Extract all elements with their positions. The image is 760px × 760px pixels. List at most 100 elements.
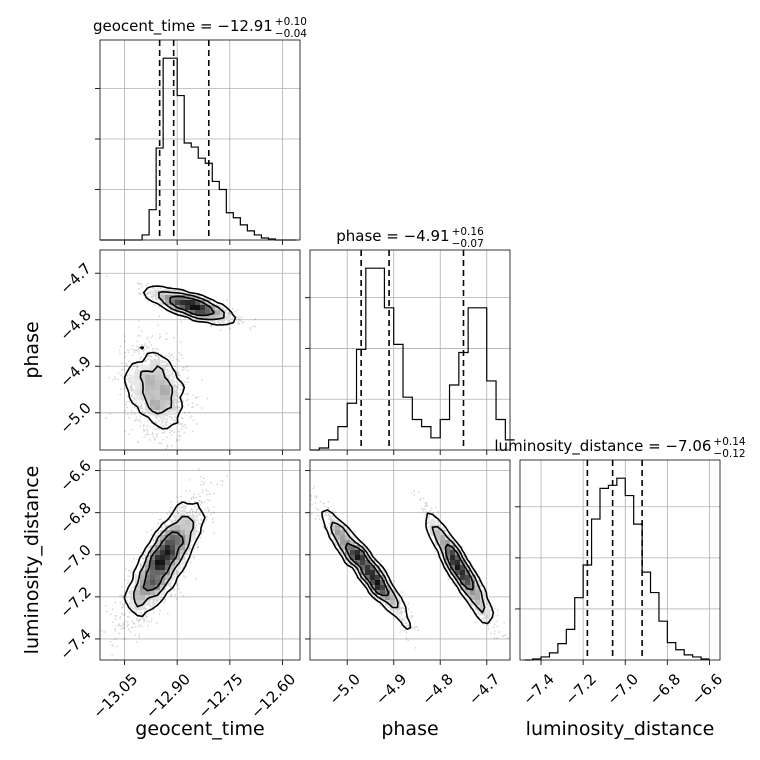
y-tick-label: −5.0: [56, 399, 94, 437]
density-cell: [455, 570, 461, 576]
density-cell: [150, 590, 156, 596]
density-cell: [150, 395, 156, 401]
density-cell: [220, 310, 226, 316]
density-cell: [165, 390, 171, 396]
density-cell: [155, 385, 161, 391]
density-cell: [180, 300, 186, 306]
density-cell: [445, 545, 451, 551]
density-cell: [370, 560, 376, 566]
density-cell: [145, 585, 151, 591]
density-cell: [365, 580, 371, 586]
density-cell: [205, 305, 211, 311]
density-cell: [140, 590, 146, 596]
density-cell: [160, 390, 166, 396]
density-cell: [135, 595, 141, 601]
density-cell: [150, 565, 156, 571]
density-cell: [185, 530, 191, 536]
density-cell: [340, 535, 346, 541]
density-cell: [135, 395, 141, 401]
density-cell: [135, 575, 141, 581]
density-cell: [175, 535, 181, 541]
title-minus: −0.07: [452, 238, 484, 250]
density-cell: [150, 370, 156, 376]
y-tick-label: −7.0: [56, 541, 94, 579]
density-cell: [160, 405, 166, 411]
density-cell: [450, 555, 456, 561]
density-cell: [465, 590, 471, 596]
density-cell: [370, 565, 376, 571]
density-cell: [165, 560, 171, 566]
title-luminosity_distance: luminosity_distance = −7.06 +0.14−0.12: [494, 436, 746, 460]
density-cell: [135, 590, 141, 596]
title-main: geocent_time = −12.91: [93, 17, 273, 36]
density-cell: [340, 540, 346, 546]
density-cell: [195, 300, 201, 306]
density-cell: [175, 565, 181, 571]
density-cell: [160, 560, 166, 566]
density-cell: [195, 310, 201, 316]
density-cell: [345, 535, 351, 541]
density-cell: [165, 400, 171, 406]
y-axis-label-luminosity_distance: luminosity_distance: [21, 466, 43, 655]
density-cell: [165, 300, 171, 306]
density-cell: [365, 560, 371, 566]
y-tick-label: −4.7: [56, 259, 94, 297]
x-tick-label: −4.9: [372, 670, 410, 708]
x-tick-label: −12.60: [247, 670, 299, 722]
density-cell: [160, 550, 166, 556]
density-cell: [170, 380, 176, 386]
density-cell: [130, 375, 136, 381]
density-cell: [190, 515, 196, 521]
density-cell: [365, 555, 371, 561]
density-cell: [465, 575, 471, 581]
density-cell: [140, 395, 146, 401]
density-cell: [165, 575, 171, 581]
density-cell: [160, 415, 166, 421]
density-cell: [170, 535, 176, 541]
density-cell: [170, 395, 176, 401]
density-cell: [450, 560, 456, 566]
density-cell: [345, 545, 351, 551]
density-cell: [350, 545, 356, 551]
y-axis-label-phase: phase: [21, 321, 43, 378]
density-cell: [140, 570, 146, 576]
density-cell: [150, 365, 156, 371]
contour-line: [169, 295, 215, 317]
density-cell: [485, 610, 491, 616]
density-cell: [360, 565, 366, 571]
density-cell: [180, 290, 186, 296]
density-cell: [160, 290, 166, 296]
x-tick-label: −7.0: [604, 670, 642, 708]
density-cell: [180, 545, 186, 551]
density-cell: [150, 585, 156, 591]
density-cell: [155, 560, 161, 566]
density-cell: [160, 565, 166, 571]
density-cell: [350, 555, 356, 561]
density-cell: [155, 365, 161, 371]
density-cell: [465, 595, 471, 601]
density-cell: [130, 590, 136, 596]
density-cell: [170, 575, 176, 581]
density-cell: [150, 550, 156, 556]
density-cell: [160, 590, 166, 596]
density-cell: [145, 590, 151, 596]
density-cell: [135, 390, 141, 396]
density-cell: [460, 565, 466, 571]
density-cell: [140, 370, 146, 376]
density-cell: [170, 555, 176, 561]
density-cell: [170, 560, 176, 566]
density-cell: [200, 310, 206, 316]
title-minus: −0.12: [713, 448, 745, 460]
x-tick-label: −13.05: [89, 670, 141, 722]
density-cell: [175, 295, 181, 301]
density-cell: [350, 535, 356, 541]
pair-panel-geocent_time-phase: −5.0 −4.9 −4.8 −4.7: [56, 249, 301, 455]
density-cell: [170, 540, 176, 546]
density-cell: [190, 310, 196, 316]
density-cell: [455, 565, 461, 571]
x-tick-label: −5.0: [325, 670, 363, 708]
density-cell: [170, 565, 176, 571]
contour-line: [123, 285, 237, 430]
density-cell: [155, 565, 161, 571]
density-cell: [140, 575, 146, 581]
